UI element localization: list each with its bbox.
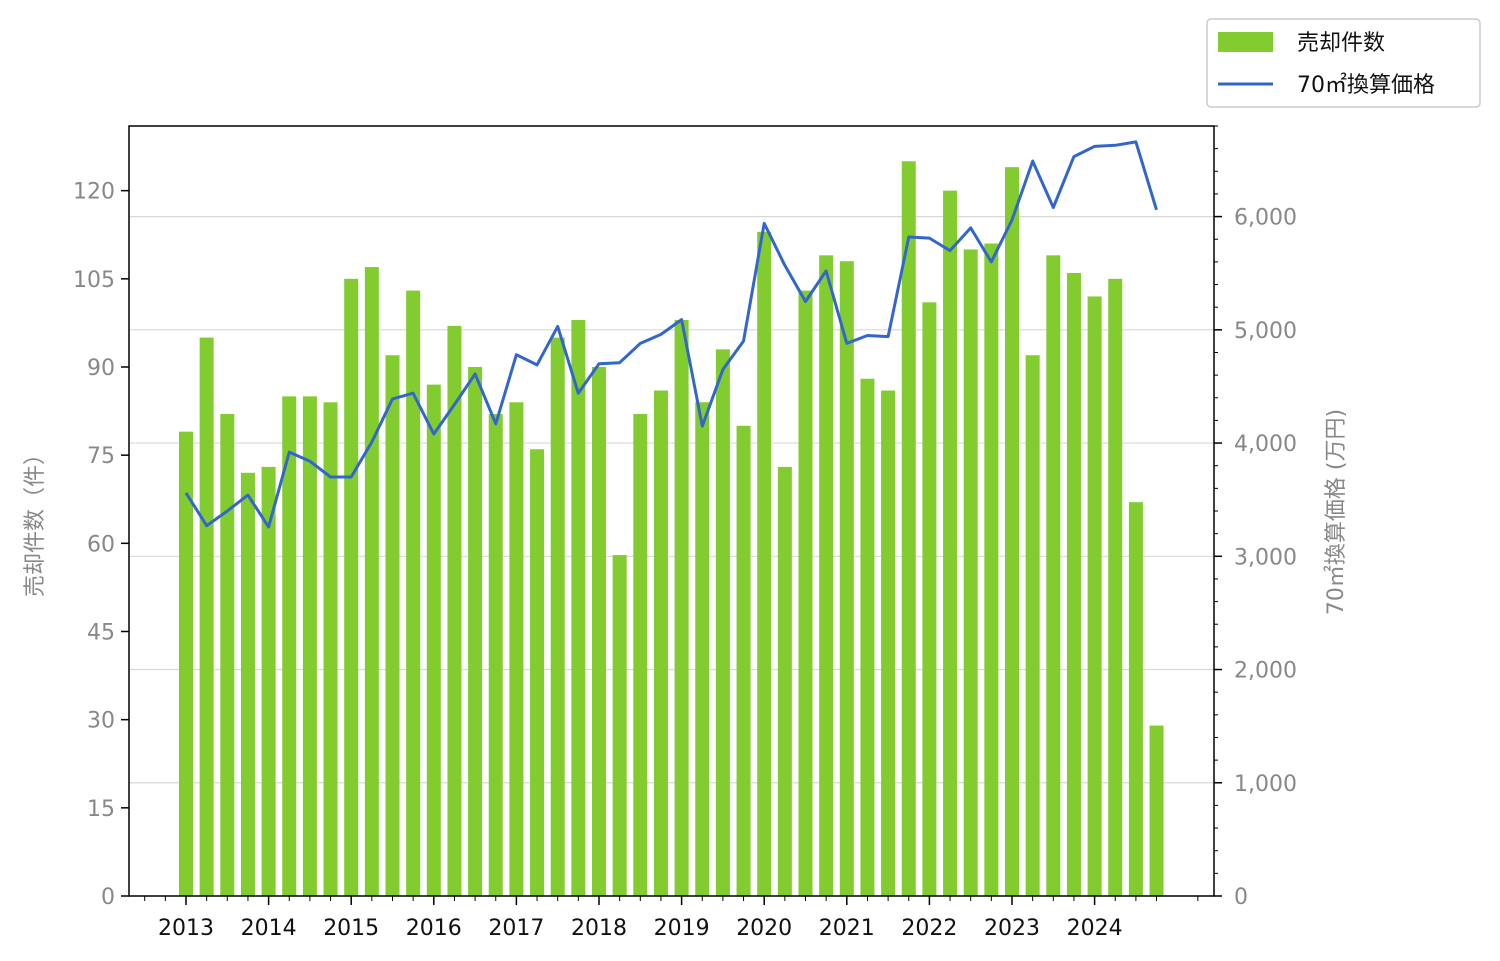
bar [653,390,668,896]
bar [984,243,999,896]
bar [922,302,937,896]
bar [364,267,379,896]
left-tick-label: 120 [73,180,115,205]
x-tick-label: 2022 [901,916,957,941]
left-tick-label: 15 [87,797,115,822]
bar [344,278,359,896]
left-tick-label: 105 [73,268,115,293]
bar [220,414,235,896]
bar [592,366,606,896]
right-tick-label: 6,000 [1234,206,1297,231]
bar [1025,355,1040,896]
x-tick-label: 2017 [488,916,544,941]
bar [426,384,441,896]
x-tick-label: 2014 [241,916,297,941]
legend-line-label: 70㎡換算価格 [1297,72,1435,98]
bar [757,231,772,897]
bar [715,349,730,896]
bar [881,390,896,896]
bar [963,249,978,896]
bar [468,366,483,896]
bar [240,472,255,896]
bar [798,290,813,896]
price-line [184,140,1158,529]
bar [674,319,689,896]
right-tick-label: 5,000 [1234,319,1297,344]
left-axis: 0 15 30 45 60 75 90 105 120 [73,180,129,910]
right-tick-label: 0 [1234,885,1248,910]
bar [612,555,627,896]
left-tick-label: 45 [87,620,115,645]
x-tick-label: 2016 [406,916,462,941]
left-tick-label: 30 [87,709,115,734]
left-tick-label: 75 [87,444,115,469]
right-tick-label: 3,000 [1234,545,1297,570]
x-tick-label: 2019 [654,916,710,941]
left-tick-label: 60 [87,532,115,557]
bar [1066,272,1081,897]
bar [633,414,648,896]
bar [261,466,276,896]
left-tick-label: 90 [87,356,115,381]
y-axis-label-right: 70㎡換算価格 (万円) [1323,409,1349,615]
bar [860,378,875,897]
bar [550,337,565,897]
bar [1128,502,1143,896]
legend-frame [1206,18,1481,108]
x-tick-label: 2013 [158,916,214,941]
bar [1005,167,1019,897]
bottom-axis: 2013 2014 2015 2016 2017 2018 2019 2020 2021 2022… [144,896,1199,941]
bar [530,449,545,896]
bar [901,161,916,896]
bar [1108,278,1123,896]
legend-bar-label: 売却件数 [1297,31,1385,56]
bar [488,414,503,896]
right-tick-label: 1,000 [1234,772,1297,797]
bar [571,319,586,896]
bar [302,396,317,896]
bar [1149,725,1164,896]
bar [1087,296,1102,896]
bar [943,190,958,896]
legend: 売却件数 70㎡換算価格 [1206,18,1481,108]
right-tick-label: 4,000 [1234,432,1297,457]
bar [1046,255,1061,896]
bars [179,161,1164,897]
legend-bar-swatch [1218,32,1273,52]
bar [385,355,400,896]
x-tick-label: 2020 [736,916,792,941]
bar [199,337,214,897]
x-tick-label: 2024 [1067,916,1123,941]
bar [323,402,338,896]
bar [406,290,421,896]
x-tick-label: 2021 [819,916,875,941]
x-tick-label: 2018 [571,916,627,941]
left-tick-label: 0 [101,885,115,910]
y-axis-label-left: 売却件数（件） [23,443,48,597]
bar [282,396,297,896]
bar [736,425,751,896]
x-tick-label: 2015 [323,916,379,941]
bar [179,431,193,896]
price-line-layer [184,140,1158,529]
bar [839,261,854,897]
bar [447,325,462,897]
bar [819,255,834,896]
x-tick-label: 2023 [984,916,1040,941]
bar [695,402,710,896]
right-tick-label: 2,000 [1234,659,1297,684]
right-axis: 0 1,000 2,000 3,000 4,000 5,000 6,000 [1214,125,1297,910]
bar [509,402,524,896]
bar [777,466,792,896]
